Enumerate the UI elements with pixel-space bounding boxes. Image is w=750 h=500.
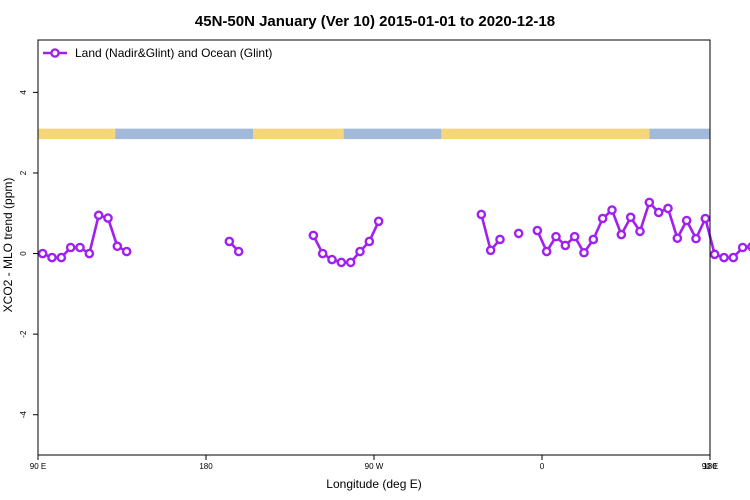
data-point (373, 216, 384, 227)
data-point (551, 231, 561, 242)
legend: Land (Nadir&Glint) and Ocean (Glint) (43, 46, 272, 60)
data-point (616, 229, 627, 240)
data-point (233, 246, 244, 257)
legend-marker (50, 48, 60, 58)
data-point (728, 252, 739, 263)
data-point (635, 226, 645, 237)
data-point (737, 242, 748, 253)
data-point (355, 246, 365, 257)
data-point (103, 213, 113, 223)
series-layer (37, 197, 750, 268)
data-point (327, 254, 337, 265)
data-point (579, 247, 589, 258)
data-point (588, 234, 599, 245)
map-band-ocean (115, 128, 254, 140)
data-point (224, 236, 235, 247)
data-point (495, 234, 505, 245)
data-point (317, 248, 328, 259)
data-point (681, 215, 692, 226)
data-point (485, 245, 496, 256)
plot-frame (37, 39, 711, 456)
x-tick-label: 180 (703, 462, 717, 471)
x-tick-label: 90 E (30, 462, 46, 471)
y-tick-label: 0 (19, 251, 28, 256)
data-point (75, 242, 85, 253)
map-band-land (441, 128, 651, 140)
data-point (569, 231, 580, 242)
data-point (93, 210, 104, 221)
data-point (653, 207, 664, 218)
x-tick-label: 90 E (702, 462, 718, 471)
data-point (345, 257, 356, 268)
data-point (560, 240, 571, 251)
data-point (121, 246, 132, 257)
map-band-ocean (649, 128, 711, 140)
data-point (709, 249, 720, 260)
data-point (663, 203, 673, 214)
data-point (607, 205, 617, 215)
map-band-land (253, 128, 345, 140)
map-band-land (38, 128, 116, 140)
data-point (625, 212, 636, 223)
data-point (719, 252, 729, 263)
data-point (513, 228, 524, 239)
data-point (532, 225, 543, 236)
data-point (65, 242, 76, 253)
data-point (56, 252, 67, 263)
data-point (691, 233, 701, 244)
data-point (672, 233, 683, 244)
data-point (37, 248, 48, 259)
x-axis-label: Longitude (deg E) (326, 477, 421, 491)
data-point (47, 252, 57, 263)
data-point (308, 230, 319, 241)
y-tick-label: -2 (19, 330, 28, 338)
x-tick-label: 0 (540, 462, 545, 471)
y-axis-label: XCO2 - MLO trend (ppm) (1, 178, 15, 313)
series-line (480, 214, 501, 252)
legend-label: Land (Nadir&Glint) and Ocean (Glint) (75, 46, 272, 60)
y-tick-label: 2 (19, 170, 28, 175)
series-line (42, 213, 128, 259)
x-tick-label: 90 W (365, 462, 384, 471)
x-tick-label: 180 (199, 462, 213, 471)
data-point (700, 213, 711, 224)
data-point (112, 241, 123, 252)
map-band-ocean (343, 128, 442, 140)
data-point (476, 209, 487, 220)
map-strip (38, 128, 711, 140)
data-point (336, 257, 347, 268)
data-point (597, 213, 608, 224)
chart-title: 45N-50N January (Ver 10) 2015-01-01 to 2… (195, 13, 555, 30)
data-point (644, 197, 655, 208)
data-point (84, 248, 95, 259)
y-tick-label: -4 (19, 411, 28, 419)
data-point (364, 236, 375, 247)
y-tick-label: 4 (19, 90, 28, 95)
data-point (541, 246, 552, 257)
